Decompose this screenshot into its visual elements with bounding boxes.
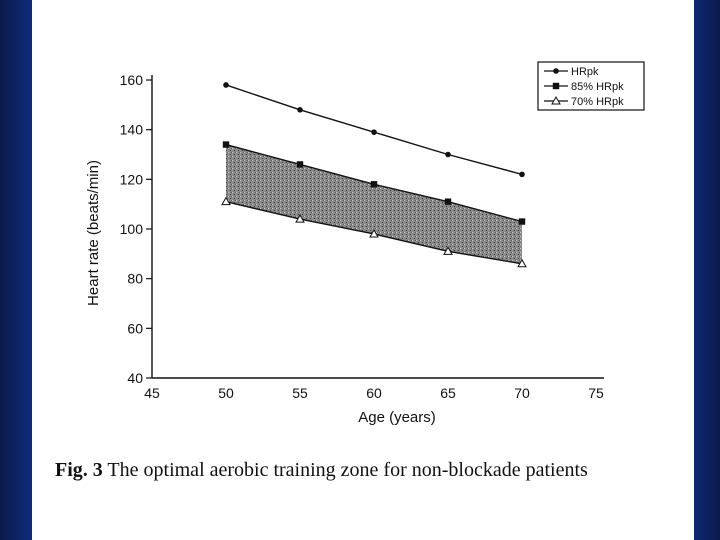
data-point-series-3 bbox=[295, 214, 305, 223]
data-point-series-1 bbox=[371, 129, 377, 135]
x-tick-label: 70 bbox=[514, 385, 530, 401]
legend-label: 85% HRpk bbox=[571, 81, 624, 93]
data-point-series-3 bbox=[443, 246, 453, 255]
data-point-series-1 bbox=[519, 171, 525, 178]
figure-caption-text: The optimal aerobic training zone for no… bbox=[107, 459, 588, 481]
training-zone-area bbox=[226, 144, 522, 264]
y-tick-label: 120 bbox=[120, 171, 144, 187]
data-point-series-1 bbox=[297, 107, 303, 113]
x-axis-label: Age (years) bbox=[358, 409, 436, 426]
y-tick-label: 40 bbox=[127, 370, 143, 386]
legend-marker bbox=[552, 82, 560, 90]
legend-label: HRpk bbox=[571, 66, 599, 78]
figure-caption: Fig. 3 The optimal aerobic training zone… bbox=[55, 458, 655, 482]
x-tick-label: 65 bbox=[440, 385, 456, 401]
data-point-series-2 bbox=[444, 198, 452, 205]
data-point-series-2 bbox=[370, 181, 378, 188]
figure-caption-label: Fig. 3 bbox=[55, 459, 103, 481]
data-point-series-1 bbox=[445, 151, 451, 158]
x-tick-label: 50 bbox=[218, 385, 234, 401]
y-tick-label: 80 bbox=[127, 271, 143, 287]
data-point-series-3 bbox=[221, 196, 231, 206]
legend-label: 70% HRpk bbox=[571, 96, 624, 108]
y-axis-label: Heart rate (beats/min) bbox=[85, 160, 102, 306]
x-tick-label: 60 bbox=[366, 385, 382, 401]
y-tick-label: 100 bbox=[120, 221, 144, 237]
data-point-series-1 bbox=[223, 82, 229, 88]
data-point-series-3 bbox=[369, 228, 379, 238]
legend-marker bbox=[551, 95, 561, 105]
x-tick-label: 75 bbox=[588, 385, 604, 401]
y-tick-label: 160 bbox=[120, 72, 144, 88]
data-point-series-3 bbox=[517, 258, 527, 268]
y-tick-label: 140 bbox=[120, 122, 144, 138]
data-point-series-2 bbox=[222, 141, 230, 148]
y-tick-label: 60 bbox=[127, 320, 143, 336]
x-tick-label: 45 bbox=[144, 385, 160, 401]
x-tick-label: 55 bbox=[292, 385, 308, 401]
legend-marker bbox=[553, 68, 559, 74]
data-point-series-2 bbox=[518, 218, 526, 225]
data-point-series-2 bbox=[296, 161, 304, 168]
